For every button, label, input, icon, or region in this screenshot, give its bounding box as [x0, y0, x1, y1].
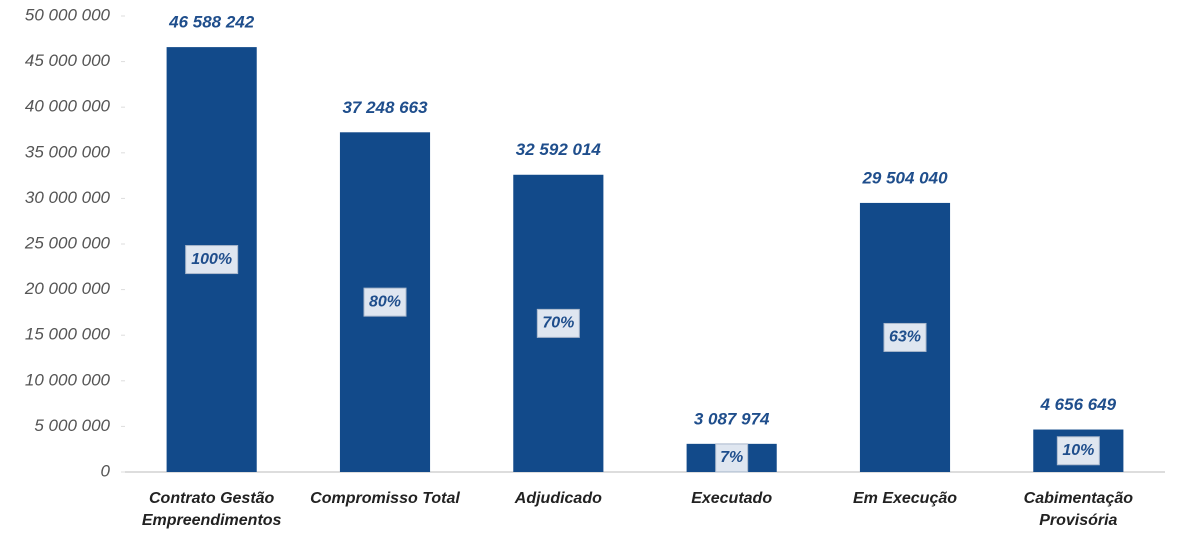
share-badge: [1056, 436, 1100, 466]
x-tick-label: Cabimentação Provisória: [1023, 490, 1134, 529]
y-tick-label: 15 000 000: [25, 325, 111, 344]
y-tick-label: 5 000 000: [34, 416, 110, 435]
y-tick-label: 35 000 000: [25, 142, 111, 161]
share-label: 10%: [1062, 442, 1094, 459]
x-tick-label: Compromisso Total: [310, 490, 460, 507]
y-tick-label: 30 000 000: [25, 188, 111, 207]
x-tick-label: Executado: [691, 490, 773, 507]
y-tick-label: 0: [101, 461, 111, 480]
value-label: 4 656 649: [1040, 395, 1117, 414]
y-tick-label: 25 000 000: [24, 233, 111, 252]
x-tick-label: Adjudicado: [514, 490, 602, 507]
y-tick-label: 50 000 000: [25, 5, 111, 24]
y-tick-label: 10 000 000: [25, 370, 111, 389]
share-label: 70%: [542, 315, 574, 332]
value-label: 29 504 040: [861, 168, 948, 187]
share-label: 7%: [720, 449, 743, 466]
x-tick-label: Em Execução: [852, 490, 958, 507]
value-label: 3 087 974: [694, 409, 770, 428]
share-label: 80%: [369, 293, 401, 310]
y-tick-label: 40 000 000: [25, 97, 111, 116]
share-label: 63%: [889, 329, 921, 346]
value-label: 46 588 242: [168, 13, 255, 32]
value-label: 37 248 663: [342, 98, 428, 117]
share-label: 100%: [191, 251, 232, 268]
value-label: 32 592 014: [516, 140, 602, 159]
y-tick-label: 45 000 000: [25, 51, 111, 70]
y-tick-label: 20 000 000: [24, 279, 111, 298]
share-badge: [715, 443, 749, 473]
share-badge: [536, 308, 580, 338]
share-badge: [185, 245, 239, 275]
share-badge: [363, 287, 407, 317]
share-badge: [883, 322, 927, 352]
x-tick-label: Contrato Gestão Empreendimentos: [141, 490, 282, 529]
